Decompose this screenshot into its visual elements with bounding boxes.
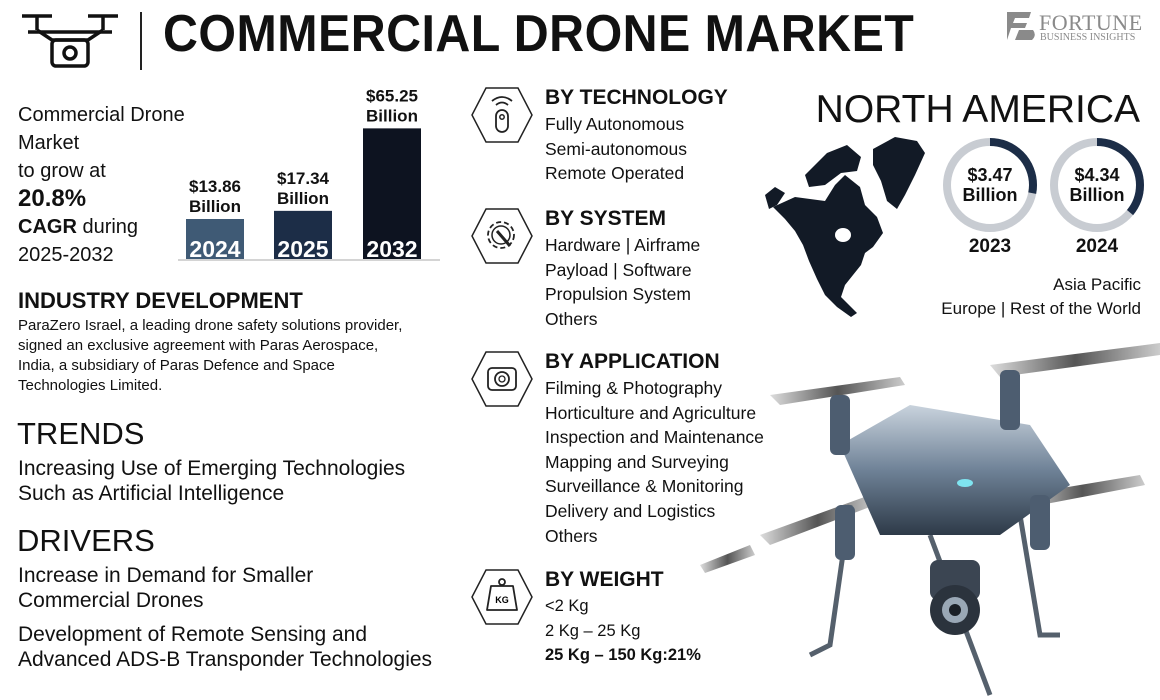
intro-line: to grow at: [18, 160, 106, 182]
logo-line1: FORTUNE: [1039, 10, 1143, 35]
industry-text: ParaZero Israel, a leading drone safety …: [18, 316, 402, 396]
donut-fill: [1050, 138, 1144, 232]
camera-icon: [471, 351, 533, 407]
bar-value-label: $13.86: [189, 177, 241, 196]
logo-line2: BUSINESS INSIGHTS: [1040, 32, 1136, 43]
donut-unit: Billion: [962, 185, 1018, 205]
segment-item: Propulsion System: [545, 284, 691, 305]
header-divider: [140, 12, 142, 70]
page-title: COMMERCIAL DRONE MARKET: [163, 5, 915, 63]
segment-item: Others: [545, 308, 598, 329]
north-america-map-icon: [765, 137, 925, 317]
bar-value-label: $17.34: [277, 169, 330, 188]
segment-item: 25 Kg – 150 Kg:21%: [545, 646, 701, 665]
cagr-label: CAGR: [18, 216, 77, 238]
bar-value-label: Billion: [189, 197, 241, 216]
bar-year-label: 2024: [189, 236, 240, 262]
segment-item: Others: [545, 525, 598, 546]
trends-heading: TRENDS: [17, 416, 145, 451]
trends-text: Increasing Use of Emerging Technologies …: [18, 456, 405, 506]
segment-heading: BY SYSTEM: [545, 207, 666, 230]
market-size-bar-chart: 2024$13.86Billion2025$17.34Billion2032$6…: [178, 86, 440, 262]
segment-heading: BY APPLICATION: [545, 350, 720, 373]
segment-item: Delivery and Logistics: [545, 500, 716, 521]
trend-line: Increasing Use of Emerging Technologies: [18, 457, 406, 480]
segment-item: Filming & Photography: [545, 378, 723, 398]
segment-item: Surveillance & Monitoring: [545, 476, 744, 497]
donut-fill: [943, 138, 1037, 232]
segment-item: Hardware | Airframe: [545, 235, 701, 255]
segment-item: Inspection and Maintenance: [545, 427, 764, 448]
driver-line: Commercial Drones: [18, 589, 204, 612]
donut-value: $4.34: [1074, 165, 1120, 185]
bar-value-label: $65.25: [366, 86, 418, 105]
bar-2032: [363, 128, 421, 259]
industry-line: Technologies Limited.: [18, 377, 163, 394]
gear-wrench-icon: [471, 208, 533, 264]
industry-line: ParaZero Israel, a leading drone safety …: [18, 317, 403, 334]
donut-year: 2024: [1075, 236, 1119, 257]
drivers-text: Increase in Demand for Smaller Commercia…: [18, 563, 432, 672]
segment-item: Remote Operated: [545, 163, 685, 184]
bar-year-label: 2032: [366, 236, 417, 262]
bar-year-label: 2025: [277, 236, 328, 262]
driver-line: Increase in Demand for Smaller: [18, 564, 314, 587]
fb-logo-icon: [1007, 12, 1035, 40]
remote-control-icon: [471, 87, 533, 143]
drone-illustration: [700, 343, 1160, 696]
bar-2024: [186, 219, 244, 259]
bar-value-label: Billion: [366, 106, 418, 125]
segment-item: Mapping and Surveying: [545, 451, 729, 472]
forecast-period: 2025-2032: [18, 244, 114, 266]
intro-line: Market: [18, 132, 80, 154]
donut-value: $3.47: [967, 165, 1013, 185]
industry-heading: INDUSTRY DEVELOPMENT: [18, 288, 303, 313]
bar-2025: [274, 210, 332, 259]
segment-item: <2 Kg: [545, 597, 589, 615]
intro-line: Commercial Drone: [18, 104, 185, 126]
segment-item: Semi-autonomous: [545, 138, 688, 159]
fortune-logo: FORTUNE BUSINESS INSIGHTS: [1005, 10, 1150, 46]
kg-label: KG: [495, 595, 509, 605]
driver-line: Development of Remote Sensing and: [18, 623, 368, 646]
region-line: Asia Pacific: [1053, 275, 1141, 294]
trend-line: Such as Artificial Intelligence: [18, 482, 285, 505]
region-heading: NORTH AMERICA: [815, 88, 1140, 131]
segment-item: Horticulture and Agriculture: [545, 402, 757, 423]
drone-logo-icon: [22, 14, 118, 68]
segment-item: Fully Autonomous: [545, 114, 685, 134]
donut-unit: Billion: [1069, 185, 1125, 205]
drivers-heading: DRIVERS: [17, 523, 155, 558]
region-line: Europe | Rest of the World: [941, 299, 1141, 318]
intro-during: during: [76, 216, 139, 238]
cagr-value: 20.8%: [18, 185, 87, 212]
other-regions: Asia Pacific Europe | Rest of the World: [941, 273, 1141, 321]
segment-heading: BY TECHNOLOGY: [545, 86, 728, 109]
donut-2023: $3.47 Billion: [943, 138, 1037, 232]
weight-kg-icon: KG: [471, 569, 533, 625]
segment-heading: BY WEIGHT: [545, 568, 664, 591]
industry-line: signed an exclusive agreement with Paras…: [18, 337, 379, 354]
bar-value-label: Billion: [277, 189, 329, 208]
region-donuts: [943, 138, 1144, 232]
segment-item: 2 Kg – 25 Kg: [545, 621, 641, 640]
segment-item: Payload | Software: [545, 259, 692, 280]
donut-year: 2023: [968, 236, 1012, 257]
market-intro: Commercial Drone Market to grow at 20.8%…: [18, 101, 185, 269]
donut-2024: $4.34 Billion: [1050, 138, 1144, 232]
industry-line: India, a subsidiary of Paras Defence and…: [18, 357, 335, 374]
driver-line: Advanced ADS-B Transponder Technologies: [18, 648, 433, 671]
